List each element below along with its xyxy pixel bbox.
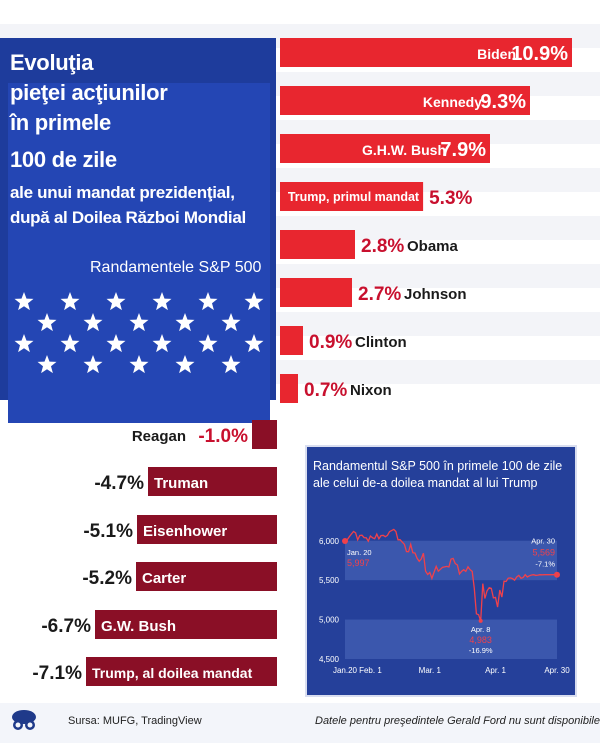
star-icon: [37, 355, 57, 374]
sp500-line-chart: 6,000 5,500 5,000 4,500 Jan.20 Feb. 1 Mar. 1 Ap…: [319, 528, 570, 675]
title-line-2: pieţei acţiunilor: [10, 80, 168, 105]
star-icon: [198, 292, 218, 311]
star-icon: [129, 313, 149, 332]
y-tick-label: 5,500: [319, 576, 340, 585]
star-icon: [244, 334, 264, 353]
star-icon: [37, 313, 57, 332]
annotation-value: 5,569: [532, 548, 555, 558]
y-tick-label: 4,500: [319, 655, 340, 664]
inset-title-line-1: Randamentul S&P 500 în primele 100 de zi…: [313, 459, 563, 473]
annotation-value: 5,997: [347, 558, 370, 568]
title-line-6: după al Doilea Război Mondial: [10, 208, 246, 227]
annotation-value: 4,983: [469, 635, 492, 645]
footer: [0, 703, 600, 743]
annotation-label: Apr. 8: [471, 625, 491, 634]
star-icon: [106, 292, 126, 311]
star-icon: [14, 334, 34, 353]
star-icon: [83, 313, 103, 332]
annotation-change: -16.9%: [469, 646, 493, 655]
title-line-5: ale unui mandat prezidenţial,: [10, 183, 235, 202]
annotation-change: -7.1%: [535, 560, 555, 569]
star-icon: [152, 334, 172, 353]
x-tick-label: Apr. 1: [485, 666, 506, 675]
low-point: [478, 618, 483, 623]
chart-band: [345, 619, 557, 659]
title-line-1: Evoluţia: [10, 50, 94, 75]
x-tick-label: Mar. 1: [419, 666, 442, 675]
star-icon: [175, 313, 195, 332]
x-tick-label: Jan.20: [333, 666, 358, 675]
star-icon: [106, 334, 126, 353]
subtitle: Randamentele S&P 500: [90, 259, 262, 276]
star-icon: [175, 355, 195, 374]
logo-glasses-icon: [12, 710, 36, 730]
x-tick-label: Apr. 30: [544, 666, 570, 675]
inset-title-line-2: ale celui de-a doilea mandat al lui Trum…: [313, 476, 538, 490]
flag-blue-panel: [0, 38, 276, 423]
annotation-label: Jan. 20: [347, 548, 372, 557]
end-point: [554, 571, 560, 578]
star-icon: [198, 334, 218, 353]
line-series: [344, 528, 557, 622]
star-icon: [244, 292, 264, 311]
star-icon: [60, 334, 80, 353]
star-icon: [14, 292, 34, 311]
star-icon: [83, 355, 103, 374]
y-tick-label: 5,000: [319, 616, 340, 625]
trump-second-term-inset: Randamentul S&P 500 în primele 100 de zi…: [305, 445, 577, 697]
footnote-text: Datele pentru preşedintele Gerald Ford n…: [315, 715, 600, 727]
title-line-3: în primele: [10, 110, 111, 135]
x-tick-label: Feb. 1: [359, 666, 382, 675]
flag-stars: [14, 292, 264, 374]
annotation-label: Apr. 30: [531, 537, 555, 546]
y-tick-label: 6,000: [319, 537, 340, 546]
star-icon: [221, 313, 241, 332]
star-icon: [60, 292, 80, 311]
star-icon: [221, 355, 241, 374]
star-icon: [129, 355, 149, 374]
source-text: Sursa: MUFG, TradingView: [68, 715, 202, 727]
start-point: [342, 538, 348, 545]
title-line-4: 100 de zile: [10, 147, 117, 172]
star-icon: [152, 292, 172, 311]
